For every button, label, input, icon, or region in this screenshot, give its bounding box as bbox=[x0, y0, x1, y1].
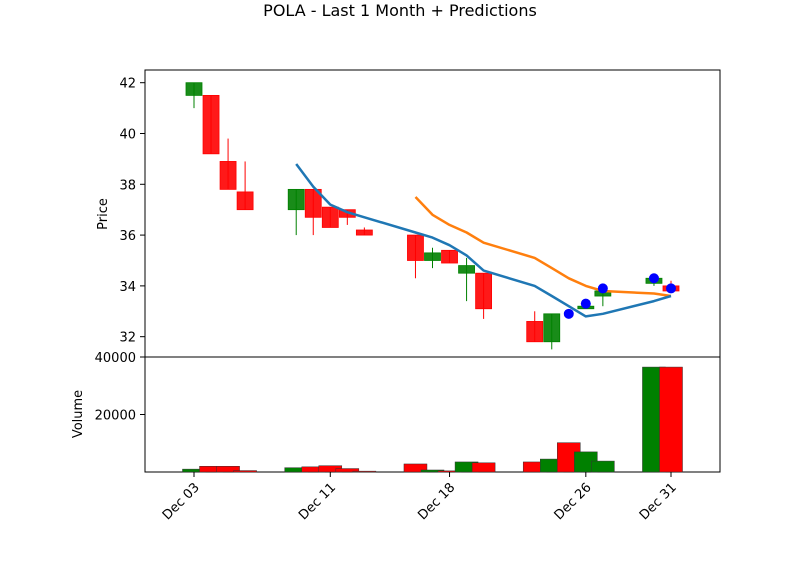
ma-long-line bbox=[414, 196, 672, 298]
candle-body bbox=[202, 94, 220, 155]
prediction-marker bbox=[563, 308, 574, 319]
prediction-marker bbox=[580, 298, 591, 309]
price-tick-label: 36 bbox=[119, 229, 136, 244]
x-tick-label: Dec 31 bbox=[637, 480, 680, 523]
candle-body bbox=[236, 191, 254, 211]
volume-bar bbox=[403, 463, 428, 473]
chart-title: POLA - Last 1 Month + Predictions bbox=[263, 1, 537, 20]
candle-body bbox=[458, 265, 475, 274]
volume-axis-label: Volume bbox=[71, 390, 86, 438]
candle-body bbox=[287, 188, 305, 211]
volume-bar bbox=[591, 460, 615, 473]
volume-panel: 20000 40000 bbox=[95, 351, 721, 473]
ma-short-line bbox=[295, 163, 672, 318]
candle-body bbox=[407, 234, 424, 261]
price-panel: 32 34 36 38 40 42 bbox=[119, 69, 721, 358]
volume-bar bbox=[471, 462, 496, 473]
volume-tick-label: 20000 bbox=[95, 409, 136, 424]
x-tick-label: Dec 03 bbox=[160, 480, 203, 523]
volume-frame bbox=[144, 356, 721, 473]
prediction-marker bbox=[597, 283, 608, 294]
candle-body bbox=[543, 313, 561, 343]
candle-body bbox=[304, 188, 322, 218]
volume-bar bbox=[352, 470, 377, 473]
candle-body bbox=[321, 206, 339, 228]
x-axis: Dec 03 Dec 11 Dec 18 Dec 26 Dec 31 bbox=[160, 472, 680, 523]
price-tick-label: 42 bbox=[119, 77, 136, 92]
candle-body bbox=[219, 161, 237, 190]
volume-bar bbox=[233, 470, 257, 473]
candle-body bbox=[424, 252, 441, 261]
price-tick-label: 32 bbox=[119, 331, 136, 346]
prediction-marker bbox=[666, 283, 676, 294]
candle-body bbox=[355, 229, 373, 236]
price-tick-label: 34 bbox=[119, 280, 136, 295]
prediction-marker bbox=[648, 273, 659, 284]
volume-bar bbox=[659, 366, 683, 473]
price-axis-label: Price bbox=[96, 198, 111, 230]
candle-body bbox=[185, 82, 203, 96]
volume-tick-label: 40000 bbox=[95, 351, 136, 366]
volume-bar bbox=[216, 466, 240, 473]
x-tick-label: Dec 18 bbox=[415, 480, 458, 523]
candle-body bbox=[441, 249, 458, 264]
candle-body bbox=[526, 321, 544, 343]
x-tick-label: Dec 11 bbox=[296, 480, 339, 523]
candle-body bbox=[475, 272, 493, 310]
price-tick-label: 38 bbox=[119, 178, 136, 193]
price-tick-label: 40 bbox=[119, 127, 136, 142]
volume-bar bbox=[335, 468, 360, 473]
x-tick-label: Dec 26 bbox=[552, 480, 595, 523]
